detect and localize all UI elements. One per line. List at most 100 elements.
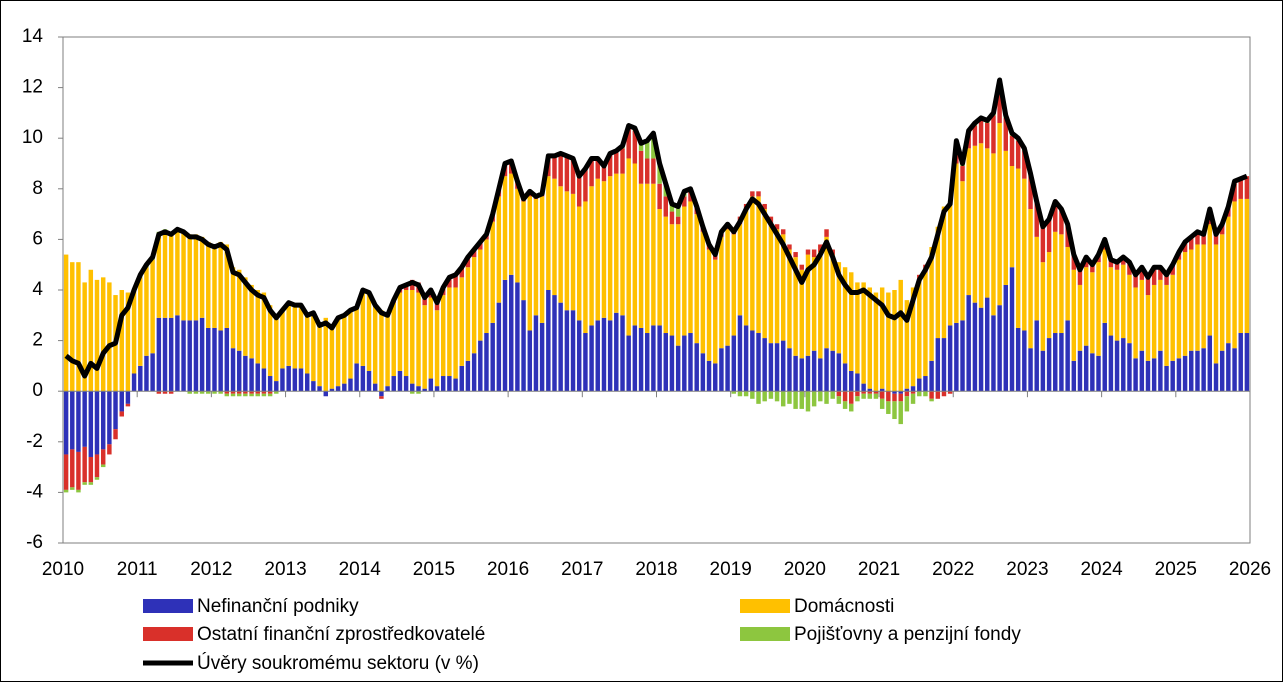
bar-segment: [212, 327, 217, 392]
bar-segment: [954, 322, 959, 392]
bar-segment: [1170, 264, 1175, 275]
bar-segment: [842, 391, 848, 402]
bar-segment: [243, 277, 248, 356]
bar-segment: [904, 396, 910, 412]
bar-segment: [88, 482, 94, 485]
bar-segment: [76, 451, 81, 490]
x-tick-label: 2021: [858, 559, 900, 580]
bar-segment: [440, 295, 446, 377]
bar-segment: [1238, 178, 1243, 199]
bar-segment: [94, 391, 100, 455]
bar-segment: [125, 391, 131, 404]
bar-segment: [626, 158, 631, 336]
bar-segment: [1022, 150, 1027, 179]
bar-segment: [960, 166, 965, 182]
bar-segment: [842, 401, 848, 409]
bar-segment: [960, 320, 965, 392]
bar-segment: [311, 312, 316, 382]
bar-segment: [694, 343, 699, 392]
bar-segment: [63, 454, 69, 490]
bar-segment: [70, 449, 75, 488]
bar-segment: [780, 391, 786, 407]
bar-segment: [348, 378, 353, 392]
bar-segment: [873, 292, 879, 392]
bar-segment: [1083, 345, 1089, 392]
bar-segment: [657, 209, 662, 326]
bar-segment: [985, 297, 990, 392]
bar-segment: [929, 360, 934, 392]
bar-segment: [82, 482, 87, 485]
bar-segment: [1065, 320, 1070, 392]
bar-segment: [614, 312, 619, 392]
bar-segment: [910, 386, 916, 392]
bar-segment: [923, 391, 928, 397]
bar-segment: [972, 125, 978, 146]
bar-segment: [527, 330, 533, 392]
bar-segment: [818, 244, 823, 253]
bar-segment: [898, 391, 903, 394]
bar-segment: [774, 224, 780, 230]
bar-segment: [249, 391, 254, 394]
bar-segment: [780, 340, 786, 392]
bar-segment: [1015, 327, 1021, 392]
bar-segment: [193, 234, 199, 321]
bar-segment: [688, 191, 693, 202]
bar-segment: [793, 391, 798, 409]
bar-segment: [743, 391, 749, 397]
bar-segment: [465, 257, 471, 268]
bar-segment: [428, 378, 434, 392]
bar-segment: [465, 267, 471, 361]
y-tick-label: -4: [26, 481, 43, 502]
bar-segment: [1114, 269, 1120, 341]
bar-segment: [1053, 231, 1058, 334]
bar-segment: [162, 317, 168, 392]
bar-segment: [1090, 264, 1095, 273]
bar-segment: [403, 376, 409, 392]
x-tick-label: 2010: [42, 559, 84, 580]
bar-segment: [861, 383, 866, 392]
bar-segment: [366, 370, 372, 392]
bar-segment: [725, 345, 730, 392]
y-tick-label: -2: [26, 431, 43, 452]
bar-segment: [1189, 236, 1194, 250]
bar-segment: [212, 391, 217, 394]
bar-segment: [713, 254, 718, 260]
bar-segment: [88, 456, 94, 483]
bar-segment: [898, 393, 903, 402]
bar-segment: [651, 325, 656, 392]
bar-segment: [82, 391, 87, 447]
bar-segment: [267, 305, 273, 377]
bar-segment: [811, 249, 817, 258]
bar-segment: [471, 353, 477, 392]
bar-segment: [323, 391, 328, 397]
bar-segment: [496, 302, 502, 392]
bar-segment: [94, 454, 100, 478]
bar-segment: [867, 393, 873, 399]
bar-segment: [1102, 249, 1107, 323]
bar-segment: [787, 391, 792, 404]
bar-segment: [638, 150, 644, 184]
legend-label: Nefinanční podniky: [197, 596, 359, 617]
bar-segment: [947, 391, 953, 394]
bar-segment: [1022, 330, 1027, 392]
bar-segment: [805, 254, 811, 356]
bar-segment: [867, 388, 873, 392]
bar-segment: [879, 287, 885, 389]
bar-segment: [1238, 198, 1243, 334]
bar-segment: [422, 297, 427, 306]
bar-segment: [1077, 350, 1083, 392]
bar-segment: [199, 317, 205, 392]
bar-segment: [935, 226, 941, 339]
bar-segment: [1121, 338, 1126, 392]
bar-segment: [1071, 269, 1077, 361]
bar-segment: [879, 391, 885, 399]
bar-segment: [836, 396, 842, 404]
bar-segment: [836, 262, 842, 354]
bar-segment: [447, 287, 452, 377]
bar-segment: [682, 196, 687, 207]
bar-segment: [1182, 355, 1188, 392]
bar-segment: [669, 224, 675, 336]
bar-segment: [249, 358, 254, 392]
bar-segment: [762, 338, 767, 392]
bar-segment: [236, 393, 242, 397]
